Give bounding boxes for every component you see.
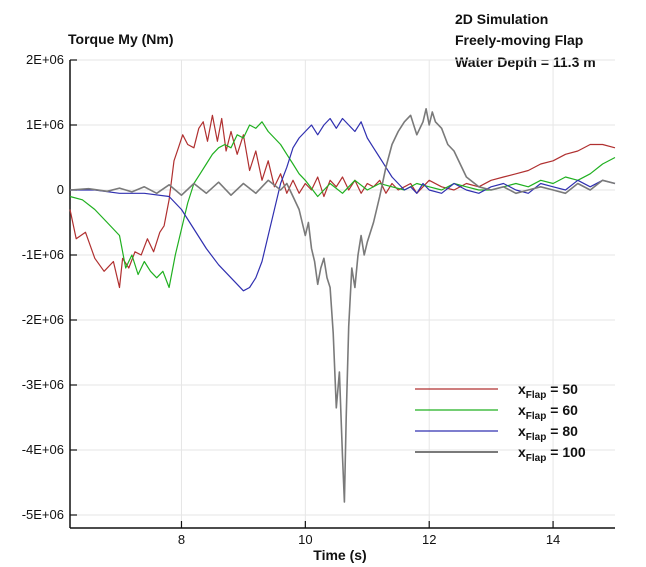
series-line-1 bbox=[69, 121, 616, 289]
annotation-line-2: Freely-moving Flap bbox=[455, 32, 583, 48]
series-line-3 bbox=[69, 108, 616, 503]
series-layer bbox=[69, 108, 616, 503]
series-line-2 bbox=[70, 117, 616, 292]
y-tick-label: -1E+06 bbox=[22, 247, 64, 262]
chart-title: Torque My (Nm) bbox=[68, 31, 174, 47]
legend-label-3: xFlap = 100 bbox=[518, 444, 586, 464]
legend-label-1: xFlap = 60 bbox=[518, 402, 578, 422]
legend-label-0: xFlap = 50 bbox=[518, 381, 578, 401]
annotation-line-1: 2D Simulation bbox=[455, 11, 548, 27]
y-tick-label: 1E+06 bbox=[26, 117, 64, 132]
y-tick-label: -4E+06 bbox=[22, 442, 64, 457]
annotation-line-3: Water Depth = 11.3 m bbox=[455, 54, 596, 70]
legend-label-2: xFlap = 80 bbox=[518, 423, 578, 443]
y-tick-label: -2E+06 bbox=[22, 312, 64, 327]
x-axis-label: Time (s) bbox=[313, 547, 366, 563]
y-tick-label: -5E+06 bbox=[22, 507, 64, 522]
x-tick-label: 12 bbox=[422, 532, 436, 547]
y-tick-label: 2E+06 bbox=[26, 52, 64, 67]
x-tick-label: 10 bbox=[298, 532, 312, 547]
tick-labels: 2E+06 1E+06 0 -1E+06 -2E+06 -3E+06 -4E+06 -5E+0… bbox=[22, 52, 561, 547]
y-tick-label: -3E+06 bbox=[22, 377, 64, 392]
y-tick-label: 0 bbox=[57, 182, 64, 197]
x-tick-label: 14 bbox=[546, 532, 560, 547]
x-tick-label: 8 bbox=[178, 532, 185, 547]
series-line-0 bbox=[69, 114, 616, 289]
